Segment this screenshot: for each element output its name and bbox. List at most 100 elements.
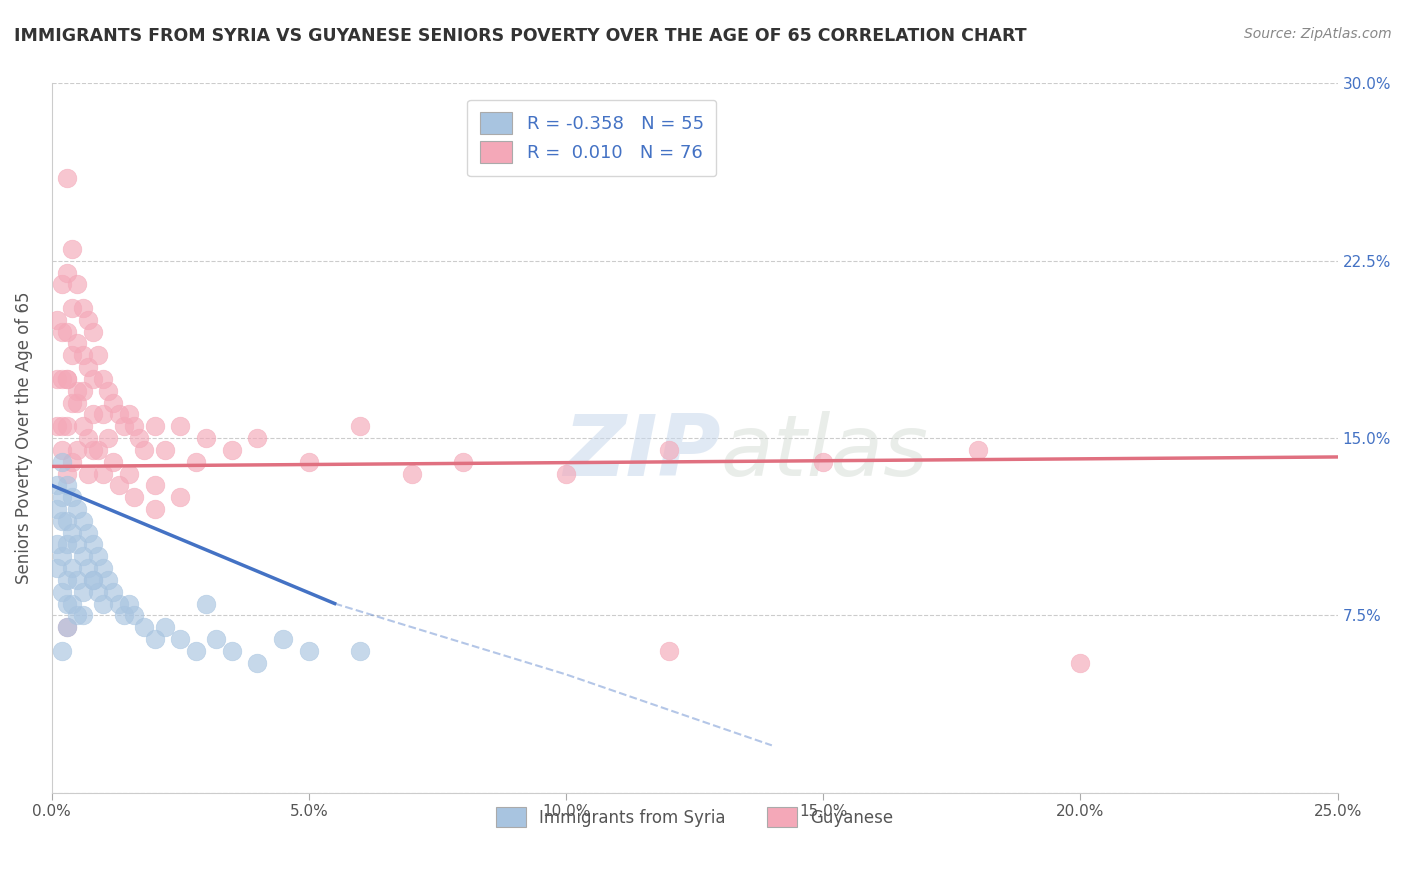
Point [76, 467, 98, 481]
Point [56, 620, 79, 634]
Point [555, 467, 578, 481]
Point [205, 632, 228, 646]
Point [107, 478, 129, 492]
Point [103, 395, 125, 409]
Point [97, 384, 120, 398]
Point [56, 514, 79, 528]
Point [246, 656, 269, 670]
Point [51, 325, 73, 339]
Point [91, 561, 114, 575]
Point [56, 597, 79, 611]
Point [97, 431, 120, 445]
Point [45, 537, 67, 551]
Point [56, 372, 79, 386]
Point [349, 644, 371, 658]
Point [82, 442, 104, 457]
Point [153, 442, 176, 457]
Point [143, 632, 166, 646]
Point [195, 597, 218, 611]
Point [107, 408, 129, 422]
Point [184, 455, 207, 469]
Point [91, 597, 114, 611]
Point [143, 419, 166, 434]
Point [51, 455, 73, 469]
Point [72, 549, 94, 564]
Point [143, 502, 166, 516]
Point [143, 478, 166, 492]
Point [51, 644, 73, 658]
Point [76, 525, 98, 540]
Point [658, 644, 681, 658]
Point [51, 584, 73, 599]
Point [60, 242, 83, 256]
Point [45, 313, 67, 327]
Point [56, 372, 79, 386]
Point [51, 514, 73, 528]
Point [76, 431, 98, 445]
Text: Source: ZipAtlas.com: Source: ZipAtlas.com [1244, 27, 1392, 41]
Point [122, 490, 145, 504]
Point [66, 277, 89, 292]
Point [72, 514, 94, 528]
Point [966, 442, 988, 457]
Point [118, 467, 141, 481]
Point [60, 597, 83, 611]
Point [103, 584, 125, 599]
Point [91, 372, 114, 386]
Point [76, 313, 98, 327]
Point [298, 644, 321, 658]
Point [60, 348, 83, 362]
Point [82, 408, 104, 422]
Point [658, 442, 681, 457]
Point [45, 502, 67, 516]
Point [72, 348, 94, 362]
Point [60, 455, 83, 469]
Point [45, 561, 67, 575]
Point [112, 608, 135, 623]
Point [401, 467, 423, 481]
Point [118, 597, 141, 611]
Point [82, 325, 104, 339]
Point [221, 644, 243, 658]
Point [169, 490, 191, 504]
Point [56, 537, 79, 551]
Point [72, 384, 94, 398]
Point [72, 419, 94, 434]
Point [60, 395, 83, 409]
Point [122, 419, 145, 434]
Point [112, 419, 135, 434]
Point [56, 478, 79, 492]
Point [87, 584, 110, 599]
Point [271, 632, 294, 646]
Text: IMMIGRANTS FROM SYRIA VS GUYANESE SENIORS POVERTY OVER THE AGE OF 65 CORRELATION: IMMIGRANTS FROM SYRIA VS GUYANESE SENIOR… [14, 27, 1026, 45]
Point [51, 419, 73, 434]
Point [66, 537, 89, 551]
Point [97, 573, 120, 587]
Point [56, 325, 79, 339]
Point [66, 608, 89, 623]
Point [134, 620, 156, 634]
Point [60, 301, 83, 315]
Point [51, 549, 73, 564]
Point [51, 372, 73, 386]
Point [221, 442, 243, 457]
Point [56, 419, 79, 434]
Text: ZIP: ZIP [562, 410, 720, 494]
Point [128, 431, 150, 445]
Point [122, 608, 145, 623]
Point [153, 620, 176, 634]
Point [103, 455, 125, 469]
Point [72, 584, 94, 599]
Point [91, 467, 114, 481]
Point [51, 490, 73, 504]
Point [169, 632, 191, 646]
Point [87, 442, 110, 457]
Point [66, 384, 89, 398]
Point [45, 419, 67, 434]
Point [66, 573, 89, 587]
Point [451, 455, 474, 469]
Point [72, 608, 94, 623]
Point [134, 442, 156, 457]
Point [87, 549, 110, 564]
Point [66, 395, 89, 409]
